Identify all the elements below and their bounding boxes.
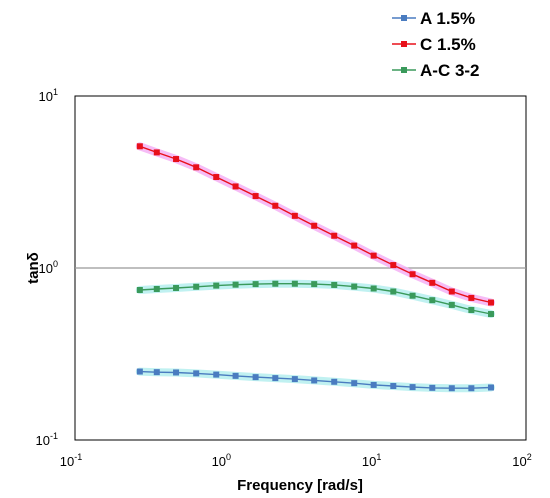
series-1	[135, 142, 495, 307]
legend: A 1.5% C 1.5% A-C 3-2	[392, 9, 480, 80]
data-point	[429, 279, 436, 286]
data-point	[390, 288, 397, 295]
data-point	[331, 232, 338, 239]
series-0	[135, 367, 495, 393]
data-point	[409, 384, 416, 391]
data-point	[252, 193, 259, 200]
data-point	[487, 311, 494, 318]
data-point	[311, 222, 318, 229]
data-point	[232, 281, 239, 288]
data-point	[136, 143, 143, 150]
data-point	[409, 292, 416, 299]
data-point	[252, 374, 259, 381]
legend-marker	[401, 15, 407, 21]
x-tick-label: 101	[362, 452, 381, 469]
data-point	[448, 385, 455, 392]
data-point	[468, 294, 475, 301]
data-point	[213, 174, 220, 181]
data-point	[291, 280, 298, 287]
data-point	[173, 156, 180, 163]
x-tick-label: 102	[512, 452, 531, 469]
data-point	[487, 384, 494, 391]
legend-item-2: A-C 3-2	[392, 61, 480, 80]
data-point	[272, 280, 279, 287]
data-point	[193, 283, 200, 290]
data-point	[153, 149, 160, 156]
legend-label: A 1.5%	[420, 9, 475, 28]
data-point	[448, 288, 455, 295]
data-point	[213, 371, 220, 378]
y-tick-label: 100	[39, 259, 58, 276]
data-point	[331, 281, 338, 288]
legend-item-1: C 1.5%	[392, 35, 476, 54]
data-point	[370, 381, 377, 388]
legend-label: A-C 3-2	[420, 61, 480, 80]
data-point	[390, 262, 397, 269]
data-point	[272, 202, 279, 209]
data-point	[468, 385, 475, 392]
series-2	[135, 279, 495, 318]
legend-marker	[401, 41, 407, 47]
data-point	[351, 242, 358, 249]
data-point	[232, 183, 239, 190]
legend-item-0: A 1.5%	[392, 9, 475, 28]
x-axis-label: Frequency [rad/s]	[237, 477, 363, 494]
data-point	[213, 282, 220, 289]
y-tick-label: 101	[39, 87, 58, 104]
data-point	[272, 375, 279, 382]
data-point	[291, 376, 298, 383]
data-point	[370, 285, 377, 292]
data-point	[136, 368, 143, 375]
data-point	[311, 377, 318, 384]
data-point	[448, 301, 455, 308]
data-point	[173, 285, 180, 292]
data-point	[331, 378, 338, 385]
data-point	[193, 164, 200, 171]
data-point	[351, 380, 358, 387]
y-axis-label: tanδ	[25, 252, 42, 284]
data-point	[487, 299, 494, 306]
data-point	[429, 297, 436, 304]
legend-label: C 1.5%	[420, 35, 476, 54]
data-point	[153, 369, 160, 376]
data-point	[429, 384, 436, 391]
data-point	[370, 252, 377, 259]
data-point	[153, 285, 160, 292]
series-layer	[135, 142, 495, 393]
data-point	[291, 212, 298, 219]
data-point	[390, 383, 397, 390]
data-point	[468, 306, 475, 313]
data-point	[232, 372, 239, 379]
y-tick-label: 10-1	[36, 431, 58, 448]
data-point	[136, 286, 143, 293]
x-tick-label: 100	[212, 452, 231, 469]
data-point	[409, 271, 416, 278]
data-point	[173, 369, 180, 376]
legend-marker	[401, 67, 407, 73]
data-point	[351, 283, 358, 290]
x-tick-label: 10-1	[60, 452, 82, 469]
data-point	[252, 281, 259, 288]
data-point	[311, 281, 318, 288]
data-point	[193, 370, 200, 377]
